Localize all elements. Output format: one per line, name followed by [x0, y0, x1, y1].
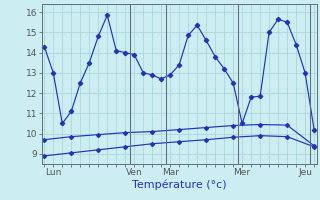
X-axis label: Température (°c): Température (°c): [132, 180, 227, 190]
